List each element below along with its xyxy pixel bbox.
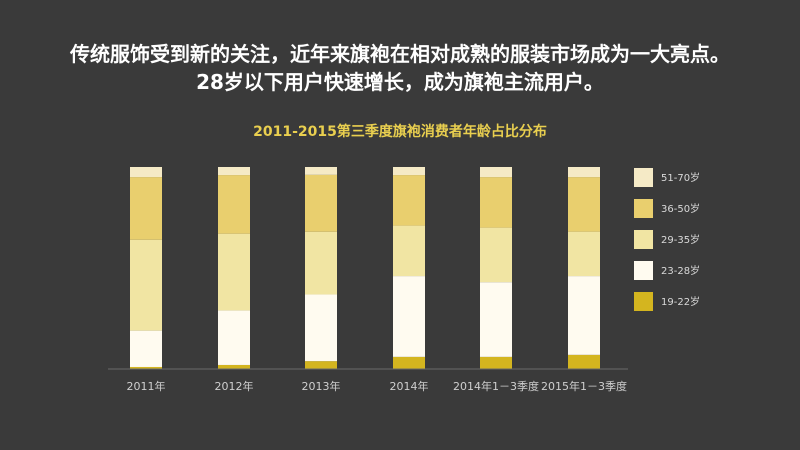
bar-segment-4-0 [480, 356, 512, 369]
bar-segment-5-1 [568, 276, 600, 355]
legend-label: 23-28岁 [661, 264, 700, 277]
legend-swatch [634, 168, 653, 187]
x-axis-labels: 2011年 2012年 2013年 2014年 2014年1－3季度 2015年1－3季度 [127, 379, 628, 393]
bar-segment-4-4 [480, 167, 512, 178]
legend-label: 36-50岁 [661, 202, 700, 215]
legend-swatch [634, 292, 653, 311]
headline-line-1: 传统服饰受到新的关注，近年来旗袍在相对成熟的服装市场成为一大亮点。 [70, 42, 730, 66]
bar-segment-4-1 [480, 282, 512, 357]
bar-segment-1-1 [218, 310, 250, 365]
bar-segment-5-0 [568, 354, 600, 369]
bar-segment-0-1 [130, 330, 162, 367]
x-tick-label: 2014年1－3季度 [453, 379, 539, 393]
bar-segment-2-0 [305, 361, 337, 369]
legend-label: 29-35岁 [661, 233, 700, 246]
bar-segment-3-2 [393, 225, 425, 277]
bar-segment-0-2 [130, 239, 162, 331]
legend-label: 19-22岁 [661, 295, 700, 308]
legend-label: 51-70岁 [661, 171, 700, 184]
bar-segment-1-2 [218, 233, 250, 311]
bar-segment-1-0 [218, 364, 250, 369]
bar-segment-5-3 [568, 177, 600, 232]
chart-title: 2011-2015第三季度旗袍消费者年龄占比分布 [253, 124, 547, 140]
headline: 传统服饰受到新的关注，近年来旗袍在相对成熟的服装市场成为一大亮点。 28岁以下用… [0, 40, 800, 96]
bar-segment-3-4 [393, 167, 425, 176]
headline-line-2: 28岁以下用户快速增长，成为旗袍主流用户。 [196, 70, 604, 94]
bar-segment-3-0 [393, 356, 425, 369]
bar-segment-2-3 [305, 174, 337, 232]
legend-swatch [634, 261, 653, 280]
legend-swatch [634, 230, 653, 249]
bar-segment-0-4 [130, 167, 162, 178]
bar-segment-3-1 [393, 276, 425, 357]
bar-segment-2-1 [305, 294, 337, 362]
bar-segment-5-4 [568, 167, 600, 178]
bar-segment-1-3 [218, 175, 250, 234]
x-tick-label: 2013年 [302, 379, 341, 393]
bar-segment-4-3 [480, 177, 512, 228]
bar-segment-0-3 [130, 177, 162, 240]
bar-segment-2-2 [305, 231, 337, 295]
x-tick-label: 2014年 [390, 379, 429, 393]
bar-segment-5-2 [568, 231, 600, 277]
bar-segment-3-3 [393, 175, 425, 226]
bar-segment-2-4 [305, 167, 337, 175]
legend-swatch [634, 199, 653, 218]
legend: 51-70岁 36-50岁 29-35岁 23-28岁 19-22岁 [634, 168, 700, 311]
bar-segment-4-2 [480, 227, 512, 283]
bar-segment-0-0 [130, 366, 162, 369]
bars-layer [130, 167, 600, 369]
x-tick-label: 2015年1－3季度 [541, 379, 627, 393]
x-tick-label: 2011年 [127, 379, 166, 393]
x-tick-label: 2012年 [215, 379, 254, 393]
bar-segment-1-4 [218, 167, 250, 176]
